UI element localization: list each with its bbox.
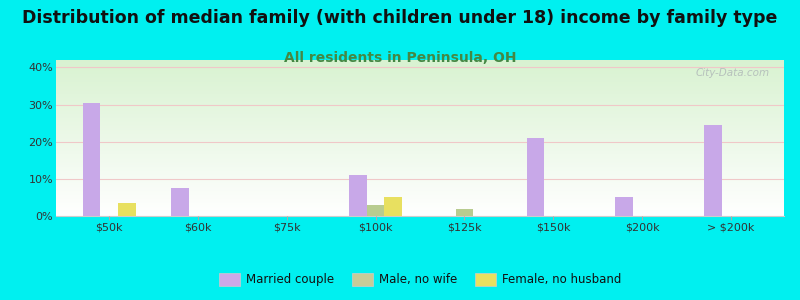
Bar	[455, 208, 474, 216]
Bar	[526, 138, 544, 216]
Text: Distribution of median family (with children under 18) income by family type: Distribution of median family (with chil…	[22, 9, 778, 27]
Bar	[118, 203, 136, 216]
Bar	[385, 197, 402, 216]
Bar	[366, 205, 385, 216]
Bar	[704, 125, 722, 216]
Bar	[349, 175, 366, 216]
Bar	[82, 103, 100, 216]
Bar	[615, 197, 633, 216]
Text: All residents in Peninsula, OH: All residents in Peninsula, OH	[284, 51, 516, 65]
Bar	[171, 188, 189, 216]
Legend: Married couple, Male, no wife, Female, no husband: Married couple, Male, no wife, Female, n…	[214, 269, 626, 291]
Text: City-Data.com: City-Data.com	[695, 68, 770, 78]
